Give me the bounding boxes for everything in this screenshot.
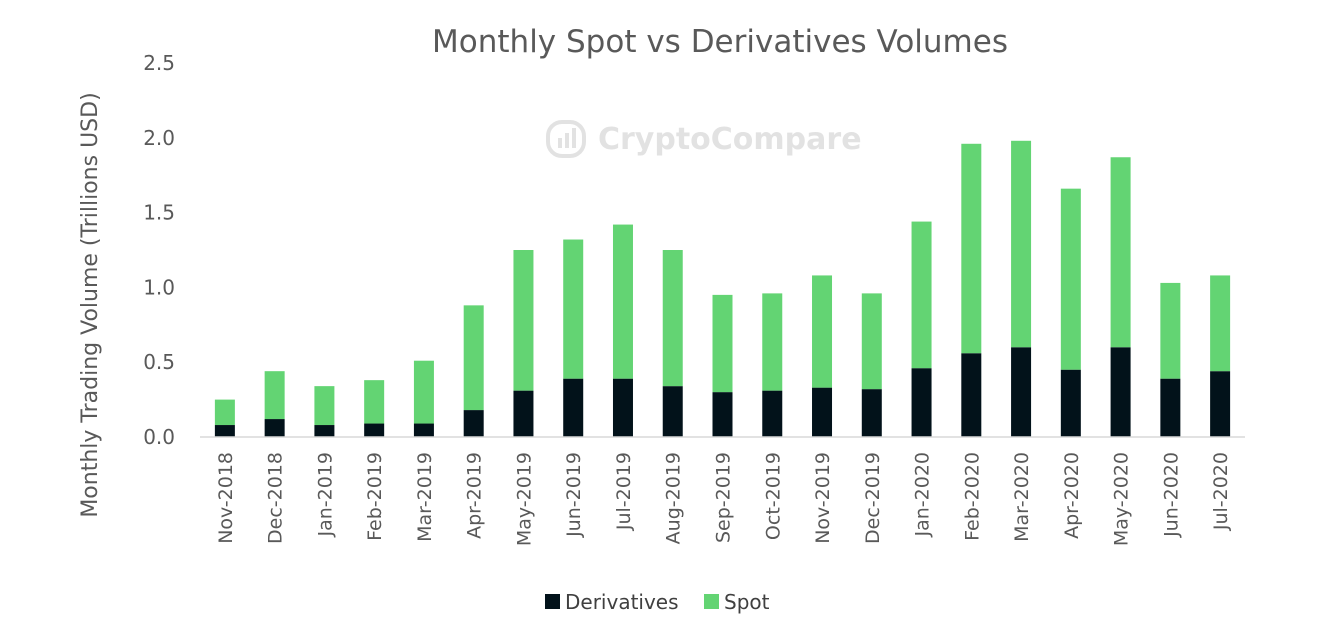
y-tick-label: 0.5 [143,350,175,374]
bar-spot-jul-2019 [612,224,633,379]
chart-title: Monthly Spot vs Derivatives Volumes [432,24,1008,60]
y-tick-label: 0.0 [143,425,175,449]
x-tick-label: Jan-2020 [912,452,934,538]
y-tick-label: 1.0 [143,275,175,299]
x-tick-label: Jun-2020 [1160,452,1182,538]
bar-derivatives-aug-2019 [662,386,683,437]
bar-derivatives-feb-2020 [961,353,982,437]
x-tick-label: Sep-2019 [713,452,735,543]
x-tick-label: Mar-2019 [414,452,436,542]
bar-spot-jul-2020 [1210,275,1231,372]
bar-derivatives-nov-2019 [812,387,833,437]
x-axis-ticks: Nov-2018 Dec-2018 Jan-2019 Feb-2019 Mar-2019… [215,452,1232,546]
bar-spot-jan-2019 [314,386,335,426]
y-tick-label: 1.5 [143,201,175,225]
bar-spot-apr-2019 [463,305,484,411]
bar-spot-nov-2019 [812,275,833,388]
bar-derivatives-may-2020 [1110,347,1131,437]
x-tick-label: Oct-2019 [762,452,784,540]
x-tick-label: Feb-2020 [961,452,983,541]
bar-derivatives-jul-2020 [1210,371,1231,437]
bar-derivatives-dec-2018 [264,419,285,437]
bar-spot-aug-2019 [662,250,683,387]
bar-derivatives-apr-2020 [1060,369,1081,437]
bar-spot-jan-2020 [911,221,932,369]
x-tick-label: May-2019 [513,452,535,546]
bar-spot-oct-2019 [762,293,783,391]
x-tick-label: Jul-2020 [1210,452,1232,531]
bar-derivatives-nov-2018 [214,425,235,437]
bar-spot-mar-2020 [1011,140,1032,348]
bar-spot-mar-2019 [413,360,434,424]
bar-spot-jun-2020 [1160,282,1181,379]
x-tick-label: Apr-2020 [1061,452,1083,539]
bar-derivatives-jan-2019 [314,425,335,437]
bar-derivatives-jun-2019 [563,378,584,437]
y-axis-ticks: 0.0 0.5 1.0 1.5 2.0 2.5 [143,51,175,449]
watermark: CryptoCompare [546,120,862,158]
x-tick-label: Jul-2019 [613,452,635,531]
x-tick-label: Feb-2019 [364,452,386,541]
x-tick-label: Dec-2018 [265,452,287,544]
bar-derivatives-mar-2019 [413,423,434,437]
bar-derivatives-jul-2019 [612,378,633,437]
bar-derivatives-oct-2019 [762,390,783,437]
legend-swatch-derivatives [545,594,560,609]
x-tick-label: Jan-2019 [314,452,336,538]
bar-spot-may-2019 [513,250,534,391]
x-tick-label: Nov-2018 [215,452,237,544]
bar-spot-jun-2019 [563,239,584,379]
legend: Derivatives Spot [545,590,770,614]
watermark-logo-icon [546,120,586,158]
x-tick-label: Aug-2019 [663,452,685,544]
x-tick-label: May-2020 [1111,452,1133,546]
legend-label-derivatives: Derivatives [565,590,679,614]
x-tick-label: Mar-2020 [1011,452,1033,542]
bar-derivatives-jan-2020 [911,368,932,437]
bar-derivatives-may-2019 [513,390,534,437]
bar-derivatives-jun-2020 [1160,378,1181,437]
bar-spot-dec-2018 [264,371,285,420]
x-tick-label: Nov-2019 [812,452,834,544]
y-tick-label: 2.0 [143,126,175,150]
x-tick-label: Jun-2019 [563,452,585,538]
legend-swatch-spot [704,594,719,609]
y-tick-label: 2.5 [143,51,175,75]
bars-group [214,140,1231,437]
bar-derivatives-sep-2019 [712,392,733,437]
bar-spot-sep-2019 [712,294,733,393]
x-tick-label: Apr-2019 [464,452,486,539]
x-tick-label: Dec-2019 [862,452,884,544]
bar-spot-apr-2020 [1060,188,1081,370]
bar-spot-nov-2018 [214,399,235,426]
bar-derivatives-mar-2020 [1011,347,1032,437]
bar-spot-dec-2019 [861,293,882,390]
bar-spot-may-2020 [1110,157,1131,348]
bar-spot-feb-2020 [961,143,982,354]
legend-label-spot: Spot [724,590,770,614]
bar-derivatives-dec-2019 [861,389,882,437]
bar-spot-feb-2019 [364,380,385,424]
bar-derivatives-feb-2019 [364,423,385,437]
bar-derivatives-apr-2019 [463,410,484,437]
watermark-text: CryptoCompare [598,122,862,157]
y-axis-label: Monthly Trading Volume (Trillions USD) [78,92,103,517]
